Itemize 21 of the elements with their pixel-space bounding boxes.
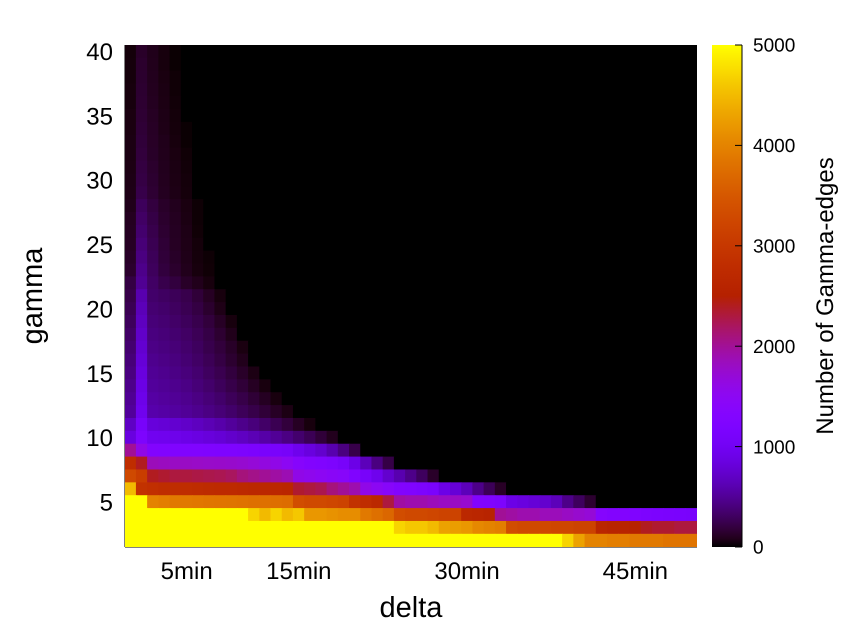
y-tick-label: 5 xyxy=(100,489,113,516)
color-bar-label: 2000 xyxy=(753,336,796,358)
y-tick-label: 25 xyxy=(86,232,113,260)
x-tick-label: 5min xyxy=(160,558,213,586)
x-axis-title: delta xyxy=(380,592,444,624)
y-tick-label: 40 xyxy=(86,38,113,66)
color-bar-label: 4000 xyxy=(753,136,796,158)
color-bar-label: 5000 xyxy=(753,36,796,57)
x-tick-label: 15min xyxy=(266,558,332,586)
y-axis-title: gamma xyxy=(17,246,49,344)
color-bar-title: Number of Gamma-edges xyxy=(812,157,839,435)
y-tick-label: 15 xyxy=(86,360,113,388)
y-tick-label: 10 xyxy=(86,425,113,452)
y-tick-label: 30 xyxy=(86,168,113,195)
y-tick-label: 35 xyxy=(86,103,113,130)
color-bar-label: 1000 xyxy=(753,437,796,458)
color-bar-label: 3000 xyxy=(753,236,796,258)
x-tick-label: 30min xyxy=(434,558,500,586)
color-bar-label: 0 xyxy=(753,538,764,559)
x-tick-label: 45min xyxy=(602,558,668,586)
y-tick-label: 20 xyxy=(86,296,113,324)
